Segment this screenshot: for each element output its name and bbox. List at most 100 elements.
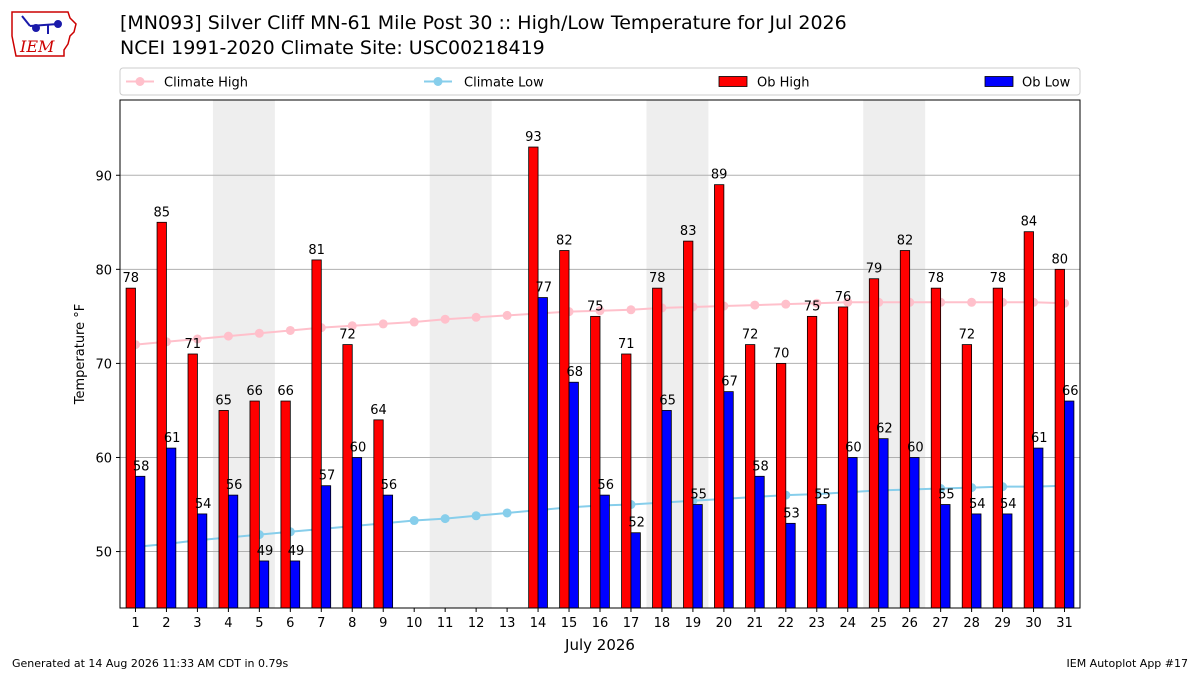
ob-high-label: 81 bbox=[308, 243, 325, 258]
climate-high-point bbox=[471, 312, 481, 322]
climate-high-point bbox=[378, 319, 388, 329]
y-tick-label: 60 bbox=[95, 451, 112, 466]
ob-low-label: 55 bbox=[690, 488, 707, 503]
x-tick-label: 19 bbox=[685, 616, 702, 631]
state-outline-icon bbox=[11, 11, 77, 57]
ob-high-label: 84 bbox=[1021, 215, 1038, 230]
legend-ob-high-label: Ob High bbox=[757, 76, 810, 91]
ob-high-label: 75 bbox=[587, 299, 604, 314]
legend: Climate High Climate Low Ob High Ob Low bbox=[119, 67, 1081, 96]
climate-high-point bbox=[254, 328, 264, 338]
logo-text: IEM bbox=[19, 37, 55, 56]
ob-high-bar bbox=[559, 250, 570, 609]
x-tick-label: 23 bbox=[809, 616, 826, 631]
ob-low-bar bbox=[754, 475, 765, 609]
ob-high-bar bbox=[156, 221, 167, 609]
ob-high-bar bbox=[868, 278, 880, 609]
y-axis-label: Temperature °F bbox=[73, 304, 88, 405]
ob-low-label: 54 bbox=[195, 497, 212, 512]
ob-low-label: 77 bbox=[535, 281, 552, 296]
ob-high-label: 72 bbox=[959, 328, 976, 343]
ob-high-bar bbox=[590, 315, 601, 609]
climate-high-point bbox=[347, 321, 357, 331]
ob-low-bar bbox=[537, 297, 548, 609]
ob-low-label: 55 bbox=[938, 488, 955, 503]
x-tick-label: 22 bbox=[778, 616, 795, 631]
ob-high-bar bbox=[652, 287, 663, 609]
ob-low-bar bbox=[351, 457, 363, 609]
ob-low-label: 56 bbox=[381, 478, 398, 493]
x-tick-label: 9 bbox=[379, 616, 387, 631]
ob-high-label: 78 bbox=[928, 271, 945, 286]
ob-low-bar bbox=[289, 560, 301, 609]
ob-low-bar bbox=[661, 410, 672, 609]
ob-low-bar bbox=[785, 522, 796, 609]
ob-high-bar bbox=[776, 363, 787, 609]
climate-high-point bbox=[843, 297, 853, 307]
ob-high-bar bbox=[187, 353, 198, 609]
ob-low-label: 49 bbox=[288, 544, 305, 559]
x-tick-label: 25 bbox=[870, 616, 887, 631]
ob-high-label: 85 bbox=[153, 205, 170, 220]
ob-high-bar bbox=[899, 250, 911, 609]
x-tick-label: 20 bbox=[716, 616, 733, 631]
ob-low-bar bbox=[568, 381, 579, 609]
climate-low-point bbox=[440, 514, 450, 524]
ob-low-bar bbox=[166, 447, 177, 609]
app-credit: IEM Autoplot App #17 bbox=[1066, 657, 1189, 670]
ob-low-label: 54 bbox=[1000, 497, 1017, 512]
bars bbox=[125, 146, 1075, 609]
ob-low-bar bbox=[135, 475, 146, 609]
x-tick-label: 6 bbox=[286, 616, 294, 631]
y-tick-label: 80 bbox=[95, 263, 112, 278]
climate-high-point bbox=[285, 325, 295, 335]
climate-high-point bbox=[192, 334, 202, 344]
ob-high-label: 71 bbox=[618, 337, 635, 352]
ob-low-label: 55 bbox=[814, 488, 831, 503]
ob-low-bar bbox=[909, 457, 920, 609]
climate-low-point bbox=[409, 516, 419, 526]
ob-high-label: 66 bbox=[277, 384, 294, 399]
ob-high-bar bbox=[125, 287, 136, 609]
x-tick-label: 2 bbox=[162, 616, 170, 631]
climate-low-point bbox=[502, 508, 512, 518]
ob-low-label: 53 bbox=[783, 506, 800, 521]
ob-low-label: 61 bbox=[1031, 431, 1048, 446]
x-tick-label: 1 bbox=[131, 616, 139, 631]
ob-high-label: 80 bbox=[1052, 252, 1069, 267]
weather-station-icon bbox=[21, 15, 62, 34]
ob-low-bar bbox=[816, 504, 827, 609]
ob-high-label: 79 bbox=[866, 262, 883, 277]
x-tick-label: 11 bbox=[437, 616, 454, 631]
ob-high-label: 75 bbox=[804, 299, 821, 314]
ob-low-label: 54 bbox=[969, 497, 986, 512]
ob-high-bar bbox=[218, 410, 229, 609]
legend-climate-high-marker bbox=[135, 77, 145, 86]
ob-high-bar bbox=[373, 419, 384, 609]
climate-low-point bbox=[471, 511, 481, 521]
ob-low-label: 66 bbox=[1062, 384, 1079, 399]
ob-low-label: 56 bbox=[226, 478, 243, 493]
y-tick-label: 90 bbox=[95, 169, 112, 184]
ob-high-label: 82 bbox=[897, 234, 914, 249]
ob-high-bar bbox=[745, 344, 756, 609]
ob-high-label: 89 bbox=[711, 168, 728, 183]
climate-high-point bbox=[812, 298, 822, 308]
x-tick-label: 3 bbox=[193, 616, 201, 631]
ob-low-label: 61 bbox=[164, 431, 181, 446]
ob-low-label: 58 bbox=[133, 459, 150, 474]
y-tick-label: 70 bbox=[95, 357, 112, 372]
legend-ob-low-label: Ob Low bbox=[1022, 76, 1071, 91]
x-tick-label: 30 bbox=[1025, 616, 1042, 631]
x-tick-label: 4 bbox=[224, 616, 232, 631]
chart-subtitle: NCEI 1991-2020 Climate Site: USC00218419 bbox=[120, 37, 545, 59]
legend-climate-low-marker bbox=[433, 77, 443, 86]
ob-low-bar bbox=[599, 494, 610, 609]
ob-low-label: 60 bbox=[907, 440, 924, 455]
climate-high-point bbox=[595, 306, 605, 316]
ob-high-label: 83 bbox=[680, 224, 697, 239]
weekend-band bbox=[429, 100, 492, 608]
x-tick-label: 27 bbox=[932, 616, 949, 631]
